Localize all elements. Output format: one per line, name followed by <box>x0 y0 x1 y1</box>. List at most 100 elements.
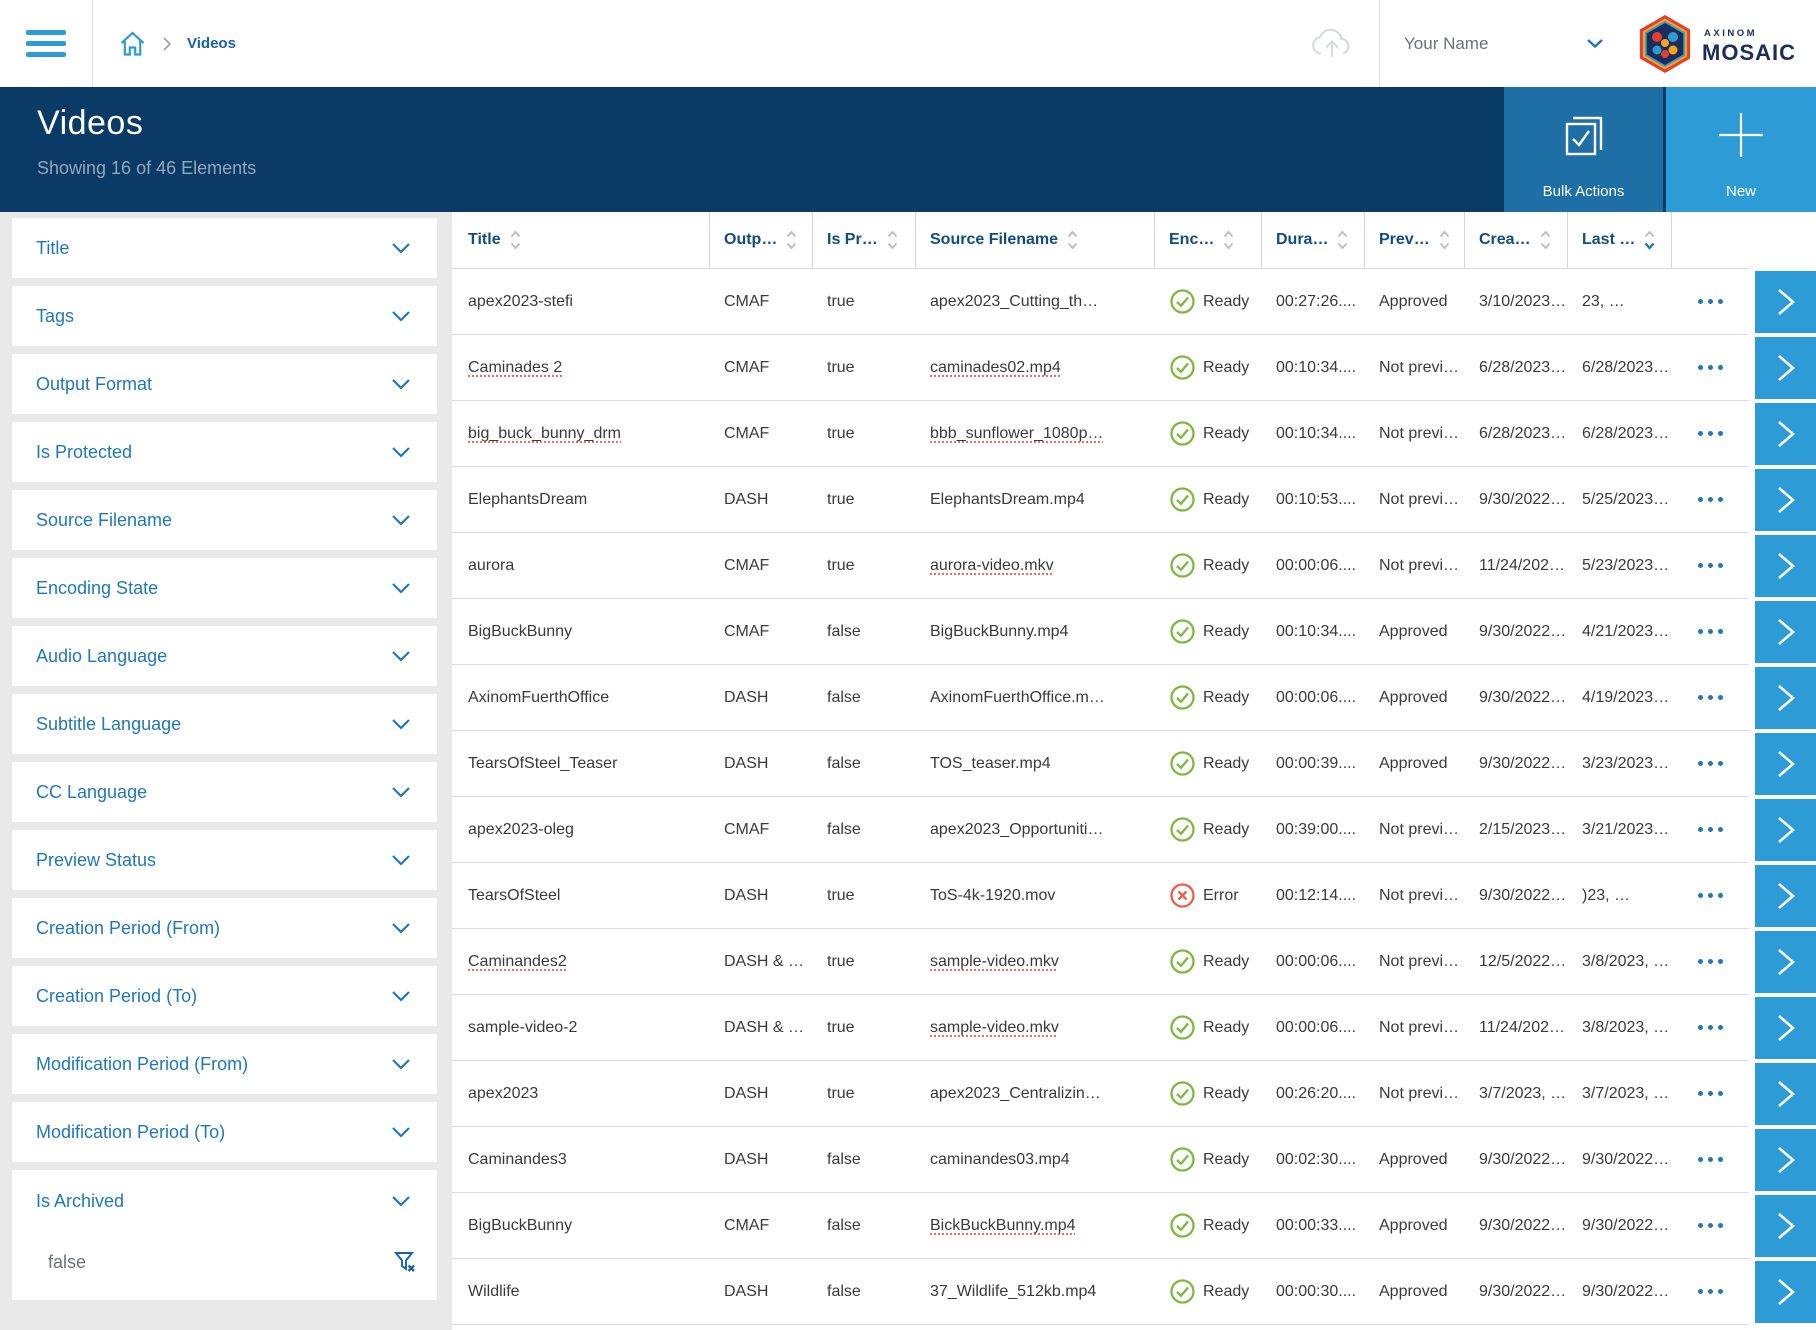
hamburger-menu-button[interactable] <box>0 0 93 87</box>
filter-card[interactable]: Tags <box>12 286 437 346</box>
column-header[interactable]: Enc… <box>1155 212 1262 268</box>
breadcrumb-current[interactable]: Videos <box>187 35 236 52</box>
encoding-state: Ready <box>1203 1084 1250 1102</box>
column-header[interactable]: Crea… <box>1465 212 1568 268</box>
encoding-state: Ready <box>1203 1216 1250 1234</box>
top-bar-divider <box>1379 0 1380 87</box>
page-header-actions: Bulk Actions New <box>1504 87 1816 212</box>
row-open-button[interactable] <box>1755 1195 1816 1257</box>
chevron-right-icon <box>1777 619 1795 645</box>
row-actions-menu[interactable] <box>1672 497 1749 502</box>
column-header[interactable]: Source Filename <box>916 212 1155 268</box>
row-actions-menu[interactable] <box>1672 563 1749 568</box>
row-open-button[interactable] <box>1755 733 1816 795</box>
ready-icon <box>1170 1147 1195 1172</box>
row-actions-menu[interactable] <box>1672 959 1749 964</box>
video-title: TearsOfSteel <box>468 886 561 904</box>
filter-card[interactable]: Is Protected <box>12 422 437 482</box>
new-button[interactable]: New <box>1666 87 1816 212</box>
source-filename: ElephantsDream.mp4 <box>930 490 1085 508</box>
modified-date: 6/28/2023… <box>1582 424 1670 442</box>
row-actions-menu[interactable] <box>1672 1025 1749 1030</box>
filter-card[interactable]: Creation Period (From) <box>12 898 437 958</box>
filter-card[interactable]: Preview Status <box>12 830 437 890</box>
row-actions-menu[interactable] <box>1672 695 1749 700</box>
row-actions-menu[interactable] <box>1672 629 1749 634</box>
sort-icon <box>1540 230 1550 250</box>
row-open-button[interactable] <box>1755 601 1816 663</box>
filter-card[interactable]: Output Format <box>12 354 437 414</box>
filter-card[interactable]: Title <box>12 218 437 278</box>
ready-icon <box>1170 949 1195 974</box>
row-open-button[interactable] <box>1755 535 1816 597</box>
column-header[interactable]: Is Pr… <box>813 212 916 268</box>
row-open-button[interactable] <box>1755 403 1816 465</box>
row-actions-menu[interactable] <box>1672 365 1749 370</box>
row-open-button[interactable] <box>1755 337 1816 399</box>
chevron-right-icon <box>1777 883 1795 909</box>
filter-card[interactable]: CC Language <box>12 762 437 822</box>
logo-text-top: AXINOM <box>1704 28 1757 39</box>
row-open-button[interactable] <box>1755 667 1816 729</box>
is-protected: false <box>827 1216 861 1234</box>
table-body: apex2023-stefi CMAF true apex2023_Cuttin… <box>452 269 1816 1325</box>
created-date: 2/15/2023… <box>1479 820 1567 838</box>
row-open-button[interactable] <box>1755 1261 1816 1323</box>
filter-label: Output Format <box>36 373 153 394</box>
modified-date: 5/23/2023… <box>1582 556 1670 574</box>
row-open-button[interactable] <box>1755 271 1816 333</box>
preview-status: Not previ… <box>1379 1084 1460 1102</box>
table-row: Wildlife DASH false 37_Wildlife_512kb.mp… <box>452 1259 1816 1325</box>
row-actions-menu[interactable] <box>1672 893 1749 898</box>
row-actions-menu[interactable] <box>1672 431 1749 436</box>
filter-card[interactable]: Encoding State <box>12 558 437 618</box>
table-row: apex2023-stefi CMAF true apex2023_Cuttin… <box>452 269 1816 335</box>
clear-filter-icon[interactable] <box>393 1250 417 1274</box>
created-date: 9/30/2022… <box>1479 886 1567 904</box>
row-open-button[interactable] <box>1755 1129 1816 1191</box>
row-open-button[interactable] <box>1755 1063 1816 1125</box>
row-actions-menu[interactable] <box>1672 827 1749 832</box>
row-actions-menu[interactable] <box>1672 1223 1749 1228</box>
filter-card[interactable]: Modification Period (To) <box>12 1102 437 1162</box>
row-actions-menu[interactable] <box>1672 1289 1749 1294</box>
column-header-label: Prev… <box>1379 231 1430 248</box>
filter-card[interactable]: Source Filename <box>12 490 437 550</box>
filter-card[interactable]: Creation Period (To) <box>12 966 437 1026</box>
filter-card[interactable]: Subtitle Language <box>12 694 437 754</box>
output-format: CMAF <box>724 556 770 574</box>
filter-card[interactable]: Modification Period (From) <box>12 1034 437 1094</box>
row-open-button[interactable] <box>1755 799 1816 861</box>
table-row: aurora CMAF true aurora-video.mkv Ready … <box>452 533 1816 599</box>
column-header[interactable]: Prev… <box>1365 212 1465 268</box>
row-actions-menu[interactable] <box>1672 761 1749 766</box>
row-open-button[interactable] <box>1755 931 1816 993</box>
row-open-button[interactable] <box>1755 469 1816 531</box>
row-actions-menu[interactable] <box>1672 299 1749 304</box>
home-icon[interactable] <box>118 29 147 58</box>
table-row-cells: apex2023-stefi CMAF true apex2023_Cuttin… <box>452 269 1749 335</box>
filter-is-archived-header[interactable]: Is Archived <box>12 1170 437 1232</box>
column-header[interactable]: Outp… <box>710 212 813 268</box>
source-filename: sample-video.mkv <box>930 952 1059 970</box>
duration: 00:00:39.... <box>1276 754 1357 772</box>
table-row: AxinomFuerthOffice DASH false AxinomFuer… <box>452 665 1816 731</box>
row-open-button[interactable] <box>1755 865 1816 927</box>
column-header[interactable]: Title <box>452 212 710 268</box>
column-header[interactable]: Dura… <box>1262 212 1365 268</box>
chevron-down-icon <box>392 515 410 526</box>
row-actions-menu[interactable] <box>1672 1157 1749 1162</box>
bulk-actions-button[interactable]: Bulk Actions <box>1504 87 1663 212</box>
row-actions-menu[interactable] <box>1672 1091 1749 1096</box>
ready-icon <box>1170 1279 1195 1304</box>
row-open-button[interactable] <box>1755 997 1816 1059</box>
is-protected: true <box>827 886 855 904</box>
output-format: CMAF <box>724 292 770 310</box>
user-menu[interactable]: Your Name <box>1380 34 1628 54</box>
user-name: Your Name <box>1404 33 1489 53</box>
column-header[interactable]: Last … <box>1568 212 1672 268</box>
filter-card-is-archived: Is Archived false <box>12 1170 437 1300</box>
filter-card[interactable]: Audio Language <box>12 626 437 686</box>
table-row: sample-video-2 DASH & … true sample-vide… <box>452 995 1816 1061</box>
chevron-right-icon <box>1777 421 1795 447</box>
